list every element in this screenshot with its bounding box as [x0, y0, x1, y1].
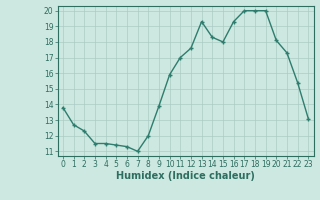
X-axis label: Humidex (Indice chaleur): Humidex (Indice chaleur): [116, 171, 255, 181]
